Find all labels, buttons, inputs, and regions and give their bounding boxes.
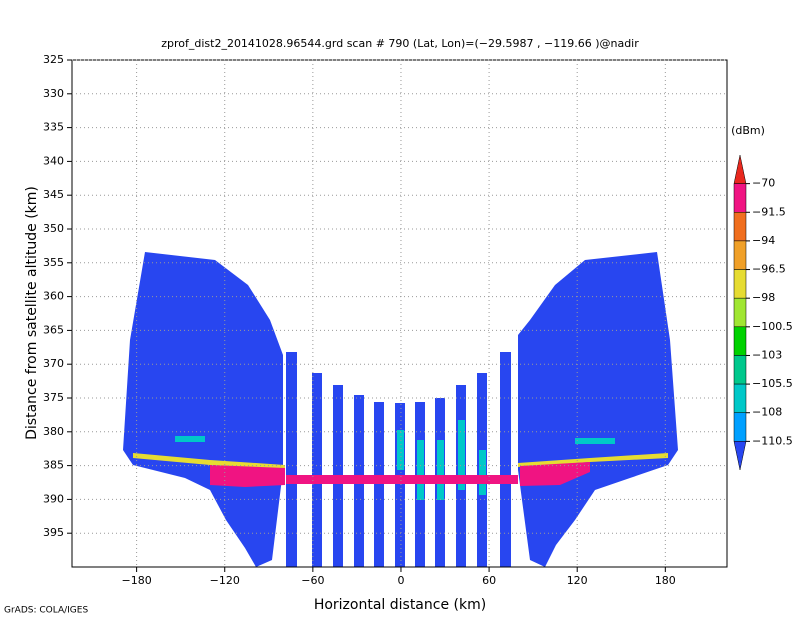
- x-tick-label: 60: [482, 574, 496, 587]
- colorbar-label: −94: [752, 234, 775, 247]
- footer: GrADS: COLA/IGES: [4, 606, 88, 616]
- echo: [458, 420, 465, 490]
- strip: [395, 403, 405, 567]
- y-tick-label: 365: [43, 323, 64, 336]
- colorbar-label: −91.5: [752, 205, 786, 218]
- y-tick-label: 390: [43, 492, 64, 505]
- colorbar-segment: [733, 441, 747, 471]
- y-axis-label: Distance from satellite altitude (km): [24, 186, 40, 440]
- y-tick-label: 360: [43, 290, 64, 303]
- radar-field: [71, 59, 728, 568]
- surface-band: [520, 462, 590, 486]
- surface-band: [286, 475, 518, 484]
- strip: [312, 373, 322, 567]
- colorbar-label: −100.5: [752, 320, 793, 333]
- right-swath: [518, 252, 678, 567]
- left-swath: [123, 252, 283, 567]
- colorbar-segment: [733, 269, 747, 299]
- colorbar-segment: [733, 412, 747, 442]
- echo: [479, 450, 486, 495]
- y-tick-label: 345: [43, 188, 64, 201]
- x-tick-label: 180: [655, 574, 676, 587]
- y-tick-label: 355: [43, 256, 64, 269]
- colorbar-label: −110.5: [752, 434, 793, 447]
- echo: [175, 436, 205, 442]
- colorbar-segment: [733, 355, 747, 385]
- chart-title: zprof_dist2_20141028.96544.grd scan # 79…: [161, 37, 639, 50]
- yellow-layer: [133, 453, 285, 469]
- echo: [437, 440, 444, 500]
- surface-band: [210, 465, 285, 487]
- y-tick-label: 385: [43, 459, 64, 472]
- y-tick-label: 375: [43, 391, 64, 404]
- colorbar-label: −96.5: [752, 263, 786, 276]
- strip: [374, 402, 384, 567]
- x-tick-label: 120: [567, 574, 588, 587]
- plot-frame: [71, 59, 728, 568]
- echo: [397, 430, 404, 470]
- colorbar-segment: [733, 212, 747, 242]
- colorbar-label: −108: [752, 406, 782, 419]
- x-tick-label: −180: [122, 574, 152, 587]
- strip: [286, 352, 297, 567]
- colorbar-label: −103: [752, 348, 782, 361]
- colorbar-unit: (dBm): [731, 124, 765, 137]
- colorbar-label: −98: [752, 291, 775, 304]
- colorbar-segment: [733, 326, 747, 356]
- y-tick-label: 380: [43, 425, 64, 438]
- x-tick-label: 0: [397, 574, 404, 587]
- yellow-layer: [518, 453, 668, 467]
- y-tick-label: 325: [43, 53, 64, 66]
- colorbar-segment: [733, 297, 747, 328]
- cyan-echo: [175, 420, 615, 500]
- colorbar-segment: [733, 240, 747, 270]
- y-tick-label: 330: [43, 87, 64, 100]
- y-tick-label: 335: [43, 121, 64, 134]
- echo: [575, 438, 615, 444]
- colorbar-label: −105.5: [752, 377, 793, 390]
- x-axis-label: Horizontal distance (km): [314, 597, 486, 613]
- colorbar-segment: [733, 183, 747, 213]
- y-tick-label: 350: [43, 222, 64, 235]
- y-tick-label: 370: [43, 357, 64, 370]
- colorbar-segment: [733, 383, 747, 413]
- y-tick-label: 395: [43, 526, 64, 539]
- colorbar-label: −70: [752, 177, 775, 190]
- x-tick-label: −120: [210, 574, 240, 587]
- echo: [417, 440, 424, 500]
- x-tick-label: −60: [301, 574, 324, 587]
- y-tick-label: 340: [43, 154, 64, 167]
- strip: [500, 352, 511, 567]
